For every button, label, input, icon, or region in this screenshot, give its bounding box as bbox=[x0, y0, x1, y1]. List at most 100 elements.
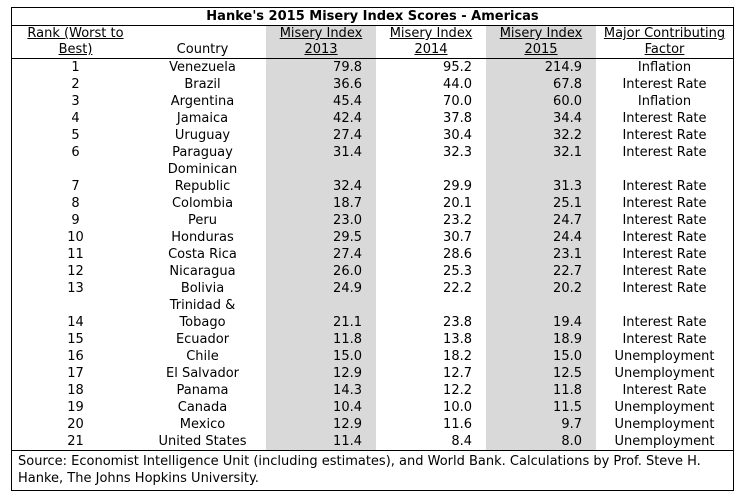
misery-2013-cell: 79.8 bbox=[266, 58, 376, 76]
factor-cell: Interest Rate bbox=[622, 281, 707, 296]
rank-cell: 17 bbox=[67, 366, 84, 381]
rank-cell: 15 bbox=[67, 332, 84, 347]
table-row: 10 Honduras 29.5 30.7 24.4 Interest Rate bbox=[12, 229, 733, 246]
misery-2013-cell: 45.4 bbox=[266, 93, 376, 110]
misery-2014-cell: 95.2 bbox=[443, 60, 472, 75]
table-row: 4 Jamaica 42.4 37.8 34.4 Interest Rate bbox=[12, 110, 733, 127]
factor-cell: Interest Rate bbox=[622, 196, 707, 211]
country-cell: Jamaica bbox=[176, 111, 229, 126]
misery-2013-cell: 36.6 bbox=[266, 76, 376, 93]
table-row: 11 Costa Rica 27.4 28.6 23.1 Interest Rate bbox=[12, 246, 733, 263]
factor-cell: Unemployment bbox=[614, 400, 715, 415]
table-row: 8 Colombia 18.7 20.1 25.1 Interest Rate bbox=[12, 195, 733, 212]
rank-cell: 8 bbox=[71, 196, 80, 211]
misery-2014-cell: 18.2 bbox=[443, 349, 472, 364]
country-cell: Honduras bbox=[171, 230, 234, 245]
table-row: 5 Uruguay 27.4 30.4 32.2 Interest Rate bbox=[12, 127, 733, 144]
header-misery-2015: Misery Index 2015 bbox=[486, 26, 596, 59]
table-body: 1 Venezuela 79.8 95.2 214.9 Inflation 2 Brazil 3… bbox=[12, 58, 733, 450]
misery-2013-cell: 10.4 bbox=[266, 399, 376, 416]
header-rank: Rank (Worst to Best) bbox=[12, 26, 139, 59]
factor-cell: Interest Rate bbox=[622, 145, 707, 160]
table-row: 7 Dominican Republic 32.4 29.9 31.3 Interest R… bbox=[12, 161, 733, 195]
misery-2015-cell: 20.2 bbox=[486, 280, 596, 297]
table-row: 3 Argentina 45.4 70.0 60.0 Inflation bbox=[12, 93, 733, 110]
header-major-factor: Major Contributing Factor bbox=[596, 26, 733, 59]
misery-2015-cell: 18.9 bbox=[486, 331, 596, 348]
rank-cell: 16 bbox=[67, 349, 84, 364]
country-cell: El Salvador bbox=[166, 366, 239, 381]
factor-cell: Inflation bbox=[637, 94, 692, 109]
country-cell: Canada bbox=[177, 400, 228, 415]
misery-2014-cell: 29.9 bbox=[443, 179, 472, 194]
misery-2014-cell: 12.2 bbox=[443, 383, 472, 398]
misery-2013-cell: 32.4 bbox=[266, 161, 376, 195]
misery-2014-cell: 30.4 bbox=[443, 128, 472, 143]
factor-cell: Interest Rate bbox=[622, 264, 707, 279]
misery-2015-cell: 15.0 bbox=[486, 348, 596, 365]
misery-2015-cell: 24.4 bbox=[486, 229, 596, 246]
misery-2013-cell: 23.0 bbox=[266, 212, 376, 229]
source-note: Source: Economist Intelligence Unit (inc… bbox=[12, 450, 733, 489]
rank-cell: 10 bbox=[67, 230, 84, 245]
rank-cell: 2 bbox=[71, 77, 80, 92]
misery-2015-cell: 25.1 bbox=[486, 195, 596, 212]
table-row: 6 Paraguay 31.4 32.3 32.1 Interest Rate bbox=[12, 144, 733, 161]
table-row: 13 Bolivia 24.9 22.2 20.2 Interest Rate bbox=[12, 280, 733, 297]
rank-cell: 4 bbox=[71, 111, 80, 126]
misery-2015-cell: 8.0 bbox=[486, 433, 596, 450]
misery-index-table: Rank (Worst to Best) Country Misery Inde… bbox=[12, 26, 733, 450]
misery-2014-cell: 28.6 bbox=[443, 247, 472, 262]
country-cell: Paraguay bbox=[172, 145, 233, 160]
table-row: 21 United States 11.4 8.4 8.0 Unemployment bbox=[12, 433, 733, 450]
misery-2015-cell: 214.9 bbox=[486, 58, 596, 76]
rank-cell: 12 bbox=[67, 264, 84, 279]
factor-cell: Interest Rate bbox=[622, 213, 707, 228]
misery-2015-cell: 19.4 bbox=[486, 297, 596, 331]
rank-cell: 9 bbox=[71, 213, 80, 228]
table-row: 19 Canada 10.4 10.0 11.5 Unemployment bbox=[12, 399, 733, 416]
table-row: 14 Trinidad & Tobago 21.1 23.8 19.4 Interest R… bbox=[12, 297, 733, 331]
table-title: Hanke's 2015 Misery Index Scores - Ameri… bbox=[12, 8, 733, 26]
misery-2013-cell: 31.4 bbox=[266, 144, 376, 161]
factor-cell: Unemployment bbox=[614, 434, 715, 449]
table-row: 2 Brazil 36.6 44.0 67.8 Interest Rate bbox=[12, 76, 733, 93]
misery-2013-cell: 27.4 bbox=[266, 127, 376, 144]
rank-cell: 13 bbox=[67, 281, 84, 296]
country-cell: Nicaragua bbox=[169, 264, 236, 279]
misery-2014-cell: 25.3 bbox=[443, 264, 472, 279]
misery-2015-cell: 60.0 bbox=[486, 93, 596, 110]
factor-cell: Unemployment bbox=[614, 349, 715, 364]
factor-cell: Inflation bbox=[637, 60, 692, 75]
factor-cell: Interest Rate bbox=[622, 247, 707, 262]
table-row: 20 Mexico 12.9 11.6 9.7 Unemployment bbox=[12, 416, 733, 433]
factor-cell: Interest Rate bbox=[622, 179, 707, 194]
factor-cell: Interest Rate bbox=[622, 315, 707, 330]
rank-cell: 20 bbox=[67, 417, 84, 432]
misery-2014-cell: 70.0 bbox=[443, 94, 472, 109]
misery-2013-cell: 27.4 bbox=[266, 246, 376, 263]
factor-cell: Interest Rate bbox=[622, 111, 707, 126]
misery-2013-cell: 15.0 bbox=[266, 348, 376, 365]
rank-cell: 19 bbox=[67, 400, 84, 415]
table-row: 1 Venezuela 79.8 95.2 214.9 Inflation bbox=[12, 58, 733, 76]
table-row: 17 El Salvador 12.9 12.7 12.5 Unemployment bbox=[12, 365, 733, 382]
misery-2015-cell: 12.5 bbox=[486, 365, 596, 382]
header-misery-2014: Misery Index 2014 bbox=[376, 26, 486, 59]
table-row: 9 Peru 23.0 23.2 24.7 Interest Rate bbox=[12, 212, 733, 229]
header-row: Rank (Worst to Best) Country Misery Inde… bbox=[12, 26, 733, 59]
misery-2015-cell: 24.7 bbox=[486, 212, 596, 229]
misery-2014-cell: 30.7 bbox=[443, 230, 472, 245]
header-misery-2013: Misery Index 2013 bbox=[266, 26, 376, 59]
rank-cell: 3 bbox=[71, 94, 80, 109]
misery-2015-cell: 67.8 bbox=[486, 76, 596, 93]
misery-2013-cell: 26.0 bbox=[266, 263, 376, 280]
country-cell: Colombia bbox=[171, 196, 234, 211]
misery-2013-cell: 11.4 bbox=[266, 433, 376, 450]
header-country: Country bbox=[139, 26, 266, 59]
country-cell: Argentina bbox=[170, 94, 235, 109]
factor-cell: Unemployment bbox=[614, 417, 715, 432]
country-cell: Costa Rica bbox=[168, 247, 237, 262]
misery-2015-cell: 34.4 bbox=[486, 110, 596, 127]
misery-2015-cell: 32.2 bbox=[486, 127, 596, 144]
